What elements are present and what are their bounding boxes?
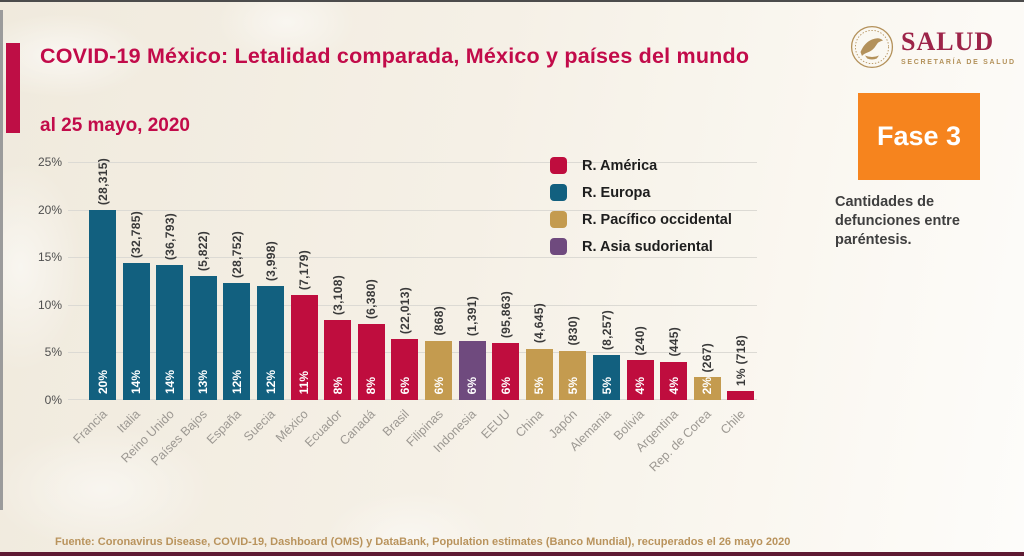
percent-label: 6% (498, 376, 513, 394)
legend-item: R. América (550, 157, 732, 174)
salud-eagle-icon (850, 25, 894, 69)
bar-alemania (593, 355, 620, 400)
bottom-accent-bar (0, 552, 1024, 556)
percent-label: 6% (431, 376, 446, 394)
percent-label: 4% (633, 376, 648, 394)
fase-3-label: Fase 3 (876, 121, 962, 151)
deaths-count-label: (868) (431, 306, 446, 336)
percent-label: 8% (330, 376, 345, 394)
percent-label: 12% (263, 369, 278, 394)
deaths-count-label: (445) (666, 327, 681, 357)
deaths-count-label: (22,013) (397, 286, 412, 335)
legend-swatch (550, 184, 567, 201)
percent-label: 4% (666, 376, 681, 394)
deaths-count-label: (1,391) (465, 295, 480, 336)
page-title: COVID-19 México: Letalidad comparada, Mé… (40, 44, 750, 68)
bar-filipinas (425, 340, 452, 400)
bar-eeuu (492, 342, 520, 400)
source-note: Fuente: Coronavirus Disease, COVID-19, D… (55, 536, 791, 548)
percent-label: 8% (364, 376, 379, 394)
deaths-count-label: (8,257) (599, 310, 614, 351)
bar-suecia (257, 285, 284, 400)
bar-jap-n (559, 350, 587, 400)
fase-3-badge: Fase 3 (858, 93, 980, 180)
legend-label: R. Asia sudoriental (582, 238, 713, 255)
bar-argentina (660, 361, 688, 400)
legend-swatch (550, 211, 567, 228)
report-date: al 25 mayo, 2020 (40, 115, 190, 136)
bar-canad- (357, 323, 385, 400)
deaths-count-label: (28,315) (95, 157, 110, 205)
legend-label: R. Europa (582, 184, 651, 201)
bar-francia (89, 209, 116, 400)
percent-label: 11% (297, 370, 312, 394)
y-tick-label: 10% (37, 297, 62, 312)
bar-rep-de-corea (693, 377, 721, 400)
y-tick-label: 15% (37, 250, 62, 265)
deaths-count-label: (240) (633, 325, 648, 356)
bar-italia (122, 262, 150, 400)
bar-pa-ses-bajos (189, 276, 217, 400)
legend-swatch (550, 238, 567, 255)
gridline (68, 209, 757, 211)
salud-brand: SALUD SECRETARÍA DE SALUD (850, 25, 1016, 69)
legend-item: R. Asia sudoriental (550, 238, 732, 255)
percent-label: 14% (162, 369, 177, 394)
deaths-count-label: (830) (565, 315, 580, 346)
percent-label: 6% (397, 376, 412, 394)
bar-bolivia (626, 360, 654, 400)
deaths-count-label: (3,998) (263, 240, 278, 281)
bar-brasil (391, 339, 419, 400)
deaths-count-label: 1% (718) (733, 335, 748, 387)
legend-label: R. Pacífico occidental (582, 211, 732, 228)
legend-item: R. Europa (550, 184, 732, 201)
percent-label: 5% (565, 376, 580, 394)
bar-ecuador (324, 320, 352, 400)
y-tick-label: 5% (44, 345, 62, 360)
percent-label: 20% (95, 369, 110, 394)
gridline (68, 162, 757, 163)
y-tick-label: 0% (44, 393, 62, 407)
deaths-count-label: (267) (700, 342, 715, 373)
y-tick-label: 20% (37, 202, 62, 217)
deaths-count-label: (28,752) (229, 230, 244, 278)
left-edge-line (0, 10, 3, 510)
percent-label: 6% (465, 376, 480, 394)
salud-wordmark-block: SALUD SECRETARÍA DE SALUD (901, 26, 1016, 66)
legend-item: R. Pacífico occidental (550, 211, 732, 228)
percent-label: 5% (599, 376, 614, 394)
title-accent-rect (6, 43, 20, 133)
deaths-note: Cantidades de defunciones entre paréntes… (835, 194, 960, 249)
bar-m-xico (290, 295, 318, 400)
bar-chile (727, 391, 755, 400)
gridline (68, 257, 757, 259)
deaths-count-label: (32,785) (129, 210, 144, 258)
deaths-count-label: (95,863) (498, 290, 513, 338)
deaths-count-label: (36,793) (162, 212, 177, 260)
percent-label: 13% (196, 369, 211, 394)
percent-label: 12% (229, 369, 244, 394)
salud-wordmark: SALUD (901, 26, 995, 56)
bar-reino-unido (156, 264, 184, 400)
bar-china (525, 348, 553, 400)
deaths-count-label: (3,108) (330, 274, 345, 316)
gridline (68, 304, 757, 306)
percent-label: 2% (700, 376, 715, 394)
percent-label: 5% (532, 376, 547, 394)
legend-swatch (550, 157, 567, 174)
deaths-count-label: (7,179) (297, 250, 312, 291)
deaths-count-label: (4,645) (532, 303, 547, 344)
legend-label: R. América (582, 157, 658, 174)
salud-tagline: SECRETARÍA DE SALUD (901, 58, 1016, 66)
y-tick-label: 25% (37, 155, 62, 169)
bar-espa-a (223, 282, 251, 400)
deaths-count-label: (6,380) (364, 278, 379, 319)
percent-label: 14% (129, 369, 144, 394)
top-edge-line (0, 0, 1024, 2)
chart-legend: R. América R. Europa R. Pacífico occidenta… (550, 157, 732, 255)
deaths-count-label: (5,822) (196, 231, 211, 272)
bar-indonesia (458, 340, 486, 400)
